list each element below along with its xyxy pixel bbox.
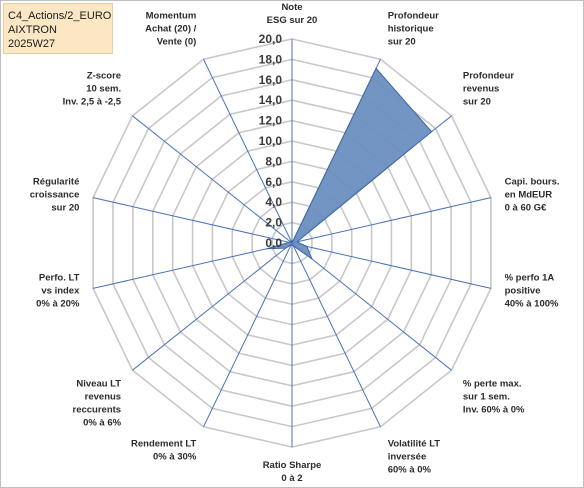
category-label-line: Inv. 60% à 0% xyxy=(463,405,525,416)
category-label: Momentum Achat (20) / Vente (0) xyxy=(145,10,197,47)
category-label-line: Momentum xyxy=(146,10,197,21)
category-label-line: sur 1 sem. xyxy=(463,392,510,403)
category-label-line: Ratio Sharpe xyxy=(263,460,322,471)
radar-spoke xyxy=(132,115,293,244)
category-label: Perfo. LT vs index 0% à 20% xyxy=(36,273,80,310)
radar-spoke xyxy=(203,242,293,428)
category-label-line: Note xyxy=(281,2,302,13)
category-label-line: Vente (0) xyxy=(157,36,197,47)
category-label-line: revenus xyxy=(85,392,121,403)
title-line-company: AIXTRON xyxy=(8,24,57,36)
radial-tick-label: 20,0 xyxy=(259,32,283,46)
category-label: Volatilité LT inversée 60% à 0% xyxy=(388,439,441,476)
radial-tick-label: 12,0 xyxy=(259,114,283,128)
radar-spoke xyxy=(291,197,492,244)
category-label-line: Profondeur xyxy=(463,70,514,81)
category-label-line: Perfo. LT xyxy=(39,273,80,284)
category-label-line: 0% à 6% xyxy=(83,418,122,429)
category-label: Profondeur historique sur 20 xyxy=(388,10,439,47)
category-label-line: Profondeur xyxy=(388,10,439,21)
category-label-line: revenus xyxy=(463,83,499,94)
category-label: Note ESG sur 20 xyxy=(267,2,318,26)
category-label-line: 60% à 0% xyxy=(388,465,432,476)
category-label: Profondeur revenus sur 20 xyxy=(463,70,514,107)
category-label-line: Achat (20) / xyxy=(145,23,197,34)
category-label-line: 0 à 2 xyxy=(281,473,302,484)
category-label-line: Capi. bours. xyxy=(505,176,560,187)
radial-tick-label: 6,0 xyxy=(265,175,282,189)
category-label-line: sur 20 xyxy=(388,36,416,47)
radar-spoke xyxy=(132,242,293,371)
radar-spoke xyxy=(92,197,293,244)
category-label-line: % perfo 1A xyxy=(505,273,555,284)
category-label-line: Inv. 2,5 à -2,5 xyxy=(63,96,122,107)
category-label: Niveau LT revenus reccurents 0% à 6% xyxy=(73,379,122,429)
category-label-line: sur 20 xyxy=(51,202,79,213)
radial-tick-label: 18,0 xyxy=(259,52,283,66)
radial-tick-label: 14,0 xyxy=(259,93,283,107)
category-label-line: % perte max. xyxy=(463,379,522,390)
radial-tick-label: 2,0 xyxy=(265,216,282,230)
category-label-line: Z-score xyxy=(87,70,121,81)
category-label-line: reccurents xyxy=(73,405,122,416)
radar-spoke xyxy=(92,242,293,289)
category-label-line: 0% à 30% xyxy=(153,452,197,463)
title-line-category: C4_Actions/2_EURO xyxy=(8,10,112,22)
category-label-line: 40% à 100% xyxy=(505,299,559,310)
radial-tick-label: 4,0 xyxy=(265,195,282,209)
category-label-line: Régularité xyxy=(33,176,79,187)
data-series-area xyxy=(266,67,433,261)
category-label-line: croissance xyxy=(30,189,80,200)
radar-spoke xyxy=(291,242,381,428)
category-label-line: Niveau LT xyxy=(76,379,121,390)
radial-tick-label: 10,0 xyxy=(259,134,283,148)
category-label-line: 0% à 20% xyxy=(36,299,80,310)
category-label-line: inversée xyxy=(388,452,427,463)
category-label-line: Rendement LT xyxy=(131,439,196,450)
chart-title-box: C4_Actions/2_EURO AIXTRON 2025W27 xyxy=(3,3,113,54)
category-label-line: sur 20 xyxy=(463,96,491,107)
category-label-line: positive xyxy=(505,286,541,297)
category-label-line: Volatilité LT xyxy=(388,439,441,450)
category-label: Régularité croissance sur 20 xyxy=(30,176,80,213)
category-label: Z-score 10 sem. Inv. 2,5 à -2,5 xyxy=(63,70,122,107)
category-label-line: en MdEUR xyxy=(505,189,553,200)
category-label-line: 0 à 60 G€ xyxy=(505,202,547,213)
title-line-week: 2025W27 xyxy=(8,38,56,50)
radar-spoke xyxy=(291,242,492,289)
radial-tick-label: 16,0 xyxy=(259,73,283,87)
radial-tick-label: 0,0 xyxy=(265,236,282,250)
category-label-line: vs index xyxy=(41,286,80,297)
radial-tick-label: 8,0 xyxy=(265,154,282,168)
category-label-line: 10 sem. xyxy=(86,83,121,94)
radar-spoke xyxy=(291,242,452,371)
category-label: % perfo 1A positive 40% à 100% xyxy=(505,273,559,310)
category-label-line: historique xyxy=(388,23,434,34)
category-label: Ratio Sharpe 0 à 2 xyxy=(263,460,322,484)
category-label: Rendement LT 0% à 30% xyxy=(131,439,197,463)
category-label: Capi. bours. en MdEUR 0 à 60 G€ xyxy=(505,176,560,213)
radar-spoke xyxy=(203,58,293,244)
category-label-line: ESG sur 20 xyxy=(267,15,318,26)
category-label: % perte max. sur 1 sem. Inv. 60% à 0% xyxy=(463,379,525,416)
